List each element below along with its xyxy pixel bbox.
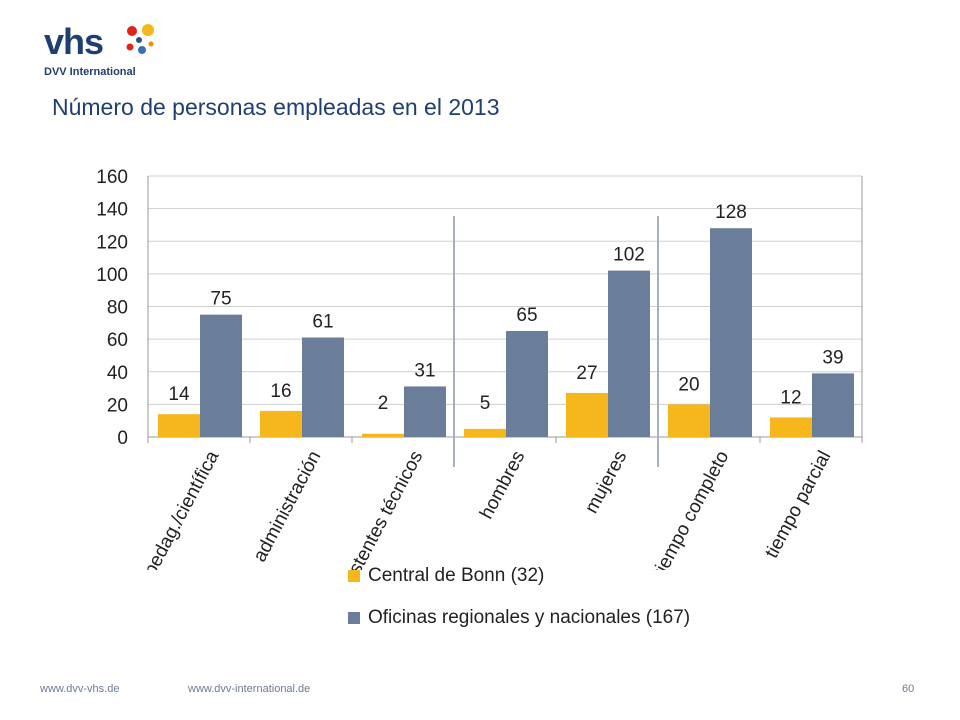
data-label: 2 xyxy=(378,393,389,414)
bar-regional xyxy=(710,228,752,437)
legend-swatch-bonn xyxy=(348,570,360,582)
data-label: 75 xyxy=(210,289,231,310)
legend-swatch-regional xyxy=(348,612,360,624)
legend-label-regional: Oficinas regionales y nacionales (167) xyxy=(368,607,691,628)
x-tick-label: hombres xyxy=(476,447,529,522)
data-label: 102 xyxy=(613,245,645,266)
bar-bonn xyxy=(770,417,812,437)
data-label: 128 xyxy=(715,202,747,223)
logo: vhs DVV International xyxy=(44,22,164,82)
page-title: Número de personas empleadas en el 2013 xyxy=(52,94,500,120)
data-label: 20 xyxy=(678,374,699,395)
data-label: 16 xyxy=(270,381,291,402)
x-tick-label: tiempo completo xyxy=(649,447,733,570)
logo-subtitle: DVV International xyxy=(44,66,136,78)
bar-chart: 0 20 40 60 80 100 120 140 160 14 75 área pedag./cie… xyxy=(96,167,863,570)
x-tick-label: administración xyxy=(249,447,325,565)
y-tick-label: 160 xyxy=(96,167,128,188)
y-tick-label: 40 xyxy=(107,363,128,384)
footer-link-dvv-international[interactable]: www.dvv-international.de xyxy=(188,683,311,695)
bar-bonn xyxy=(668,404,710,437)
y-tick-label: 120 xyxy=(96,232,128,253)
data-label: 27 xyxy=(576,363,597,384)
bar-bonn xyxy=(464,428,506,437)
page-number: 60 xyxy=(902,683,915,695)
bar-bonn xyxy=(362,433,404,437)
logo-wordmark: vhs xyxy=(44,21,104,62)
bar-bonn xyxy=(260,410,302,437)
y-tick-label: 80 xyxy=(107,298,128,319)
data-label: 5 xyxy=(480,393,491,414)
bar-regional xyxy=(302,337,344,437)
bar-regional xyxy=(200,314,242,437)
logo-dots-icon xyxy=(126,24,154,54)
data-label: 39 xyxy=(822,347,843,368)
y-tick-label: 60 xyxy=(107,330,128,351)
x-tick-label: asistentes técnicos xyxy=(334,447,428,570)
data-label: 65 xyxy=(516,305,537,326)
bar-regional xyxy=(404,386,446,437)
footer-link-dvv-vhs[interactable]: www.dvv-vhs.de xyxy=(40,683,120,695)
bar-bonn xyxy=(566,392,608,437)
bar-bonn xyxy=(158,414,200,437)
x-tick-label: mujeres xyxy=(581,447,631,517)
legend-label-bonn: Central de Bonn (32) xyxy=(368,565,545,586)
bar-regional xyxy=(506,330,548,437)
data-label: 61 xyxy=(312,311,333,332)
y-tick-label: 140 xyxy=(96,200,128,221)
y-tick-label: 100 xyxy=(96,265,128,286)
x-tick-label: área pedag./científica xyxy=(120,447,224,570)
data-label: 14 xyxy=(168,384,190,405)
bar-regional xyxy=(812,373,854,437)
data-label: 31 xyxy=(414,360,435,381)
data-label: 12 xyxy=(780,387,801,408)
y-tick-label: 0 xyxy=(117,428,128,449)
bar-regional xyxy=(608,270,650,437)
y-tick-label: 20 xyxy=(107,395,128,416)
x-tick-label: tiempo parcial xyxy=(761,447,835,561)
